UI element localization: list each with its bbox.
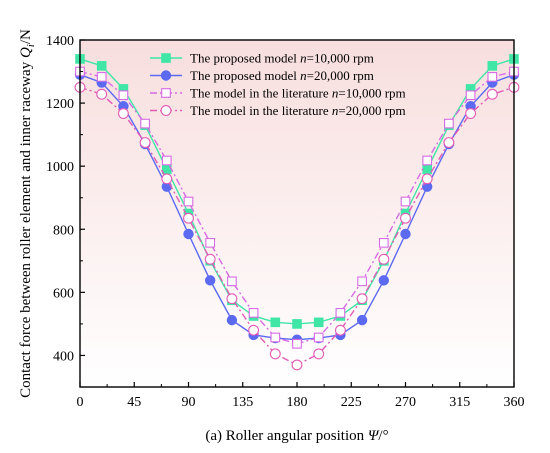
x-tick-label-360: 360 — [504, 395, 525, 410]
legend-marker-2 — [160, 70, 172, 81]
legend-item-1: The proposed model n=10,000 rpm — [150, 51, 374, 66]
series-1-point-162 — [270, 317, 281, 328]
series-4-point-180 — [291, 359, 303, 371]
series-2-point-126 — [226, 314, 238, 326]
x-axis-title: (a) Roller angular position Ψ/° — [205, 428, 388, 444]
series-3 — [75, 66, 519, 349]
x-tick-label-135: 135 — [232, 395, 253, 410]
series-4-point-270 — [400, 212, 411, 224]
series-4-point-198 — [313, 348, 325, 360]
series-3-point-72 — [161, 155, 172, 166]
legend-item-3: The model in the literature n=10,000 rpm — [150, 86, 406, 101]
series-4-point-342 — [486, 88, 498, 100]
series-1-point-18 — [96, 61, 107, 71]
series-3-point-342 — [487, 72, 498, 82]
legend-label-1: The proposed model n=10,000 rpm — [190, 51, 374, 66]
series-1-point-342 — [487, 61, 498, 71]
y-tick-label-800: 800 — [53, 223, 74, 238]
series-4-point-108 — [204, 253, 216, 265]
series-4-point-72 — [161, 173, 173, 185]
series-3-point-90 — [183, 196, 194, 207]
x-tick-label-180: 180 — [287, 395, 308, 410]
legend-marker-4 — [160, 105, 172, 116]
series-2-point-90 — [183, 228, 194, 240]
series-3-point-180 — [292, 338, 302, 349]
series-1-point-180 — [292, 319, 302, 329]
legend-label-4: The model in the literature n=20,000 rpm — [190, 103, 406, 118]
series-4-point-252 — [378, 253, 390, 265]
y-axis-title: Contact force between roller element and… — [18, 29, 37, 398]
series-4-point-306 — [443, 137, 455, 148]
series-3-point-108 — [205, 237, 216, 248]
x-tick-label-270: 270 — [395, 395, 416, 410]
x-tick-label-45: 45 — [127, 395, 141, 410]
series-3-point-198 — [313, 332, 324, 343]
legend-label-3: The model in the literature n=10,000 rpm — [190, 86, 406, 101]
series-1-point-198 — [313, 317, 324, 328]
series-3-point-216 — [335, 308, 346, 318]
series-4-point-18 — [96, 88, 108, 100]
series-3-point-36 — [118, 90, 129, 101]
series-3-point-288 — [422, 155, 433, 166]
axis-layer: 0 45 90 135 180 225 270 315 360 400 600 800 1000 1200… — [46, 34, 525, 410]
series-2-point-108 — [205, 275, 216, 286]
series-4-point-234 — [356, 293, 368, 305]
series-4-point-288 — [421, 173, 433, 185]
legend-item-4: The model in the literature n=20,000 rpm — [150, 103, 406, 118]
series-4-point-216 — [334, 324, 346, 336]
x-tick-label-315: 315 — [449, 395, 470, 410]
series-3-point-324 — [465, 90, 476, 101]
series-3-point-54 — [140, 118, 150, 129]
y-tick-label-1400: 1400 — [46, 34, 74, 49]
series-1-point-288 — [422, 164, 432, 175]
series-3-point-270 — [400, 196, 411, 207]
series-4-point-162 — [269, 348, 281, 360]
series-4-point-36 — [117, 108, 129, 119]
y-tick-label-1000: 1000 — [46, 160, 74, 175]
series-4-point-126 — [226, 293, 238, 305]
legend-marker-3 — [161, 88, 171, 98]
y-tick-label-600: 600 — [53, 286, 74, 301]
series-4-point-324 — [465, 108, 477, 119]
series-3-point-162 — [270, 332, 281, 343]
legend-item-2: The proposed model n=20,000 rpm — [150, 68, 374, 83]
series-3-point-126 — [227, 276, 237, 287]
series-4-point-54 — [139, 137, 151, 148]
y-tick-label-400: 400 — [53, 349, 74, 364]
series-2-point-270 — [400, 228, 411, 240]
series-3-point-252 — [378, 237, 389, 248]
x-tick-label-225: 225 — [341, 395, 362, 410]
series-2-point-252 — [378, 275, 389, 286]
series-3-point-306 — [444, 118, 454, 129]
series-4 — [74, 81, 520, 371]
series-layer — [74, 54, 520, 371]
plot-background — [80, 40, 514, 387]
series-2-point-234 — [356, 314, 368, 326]
legend-marker-1 — [161, 53, 171, 63]
series-3-point-18 — [96, 72, 107, 82]
series-3-point-144 — [248, 308, 259, 318]
series-3-point-234 — [357, 276, 367, 287]
x-tick-label-90: 90 — [182, 395, 196, 410]
series-4-point-90 — [183, 212, 194, 224]
x-tick-label-0: 0 — [77, 395, 84, 410]
y-tick-label-1200: 1200 — [46, 97, 74, 112]
series-4-point-144 — [248, 324, 260, 336]
legend: The proposed model n=10,000 rpm The propo… — [150, 51, 406, 118]
legend-label-2: The proposed model n=20,000 rpm — [190, 68, 374, 83]
